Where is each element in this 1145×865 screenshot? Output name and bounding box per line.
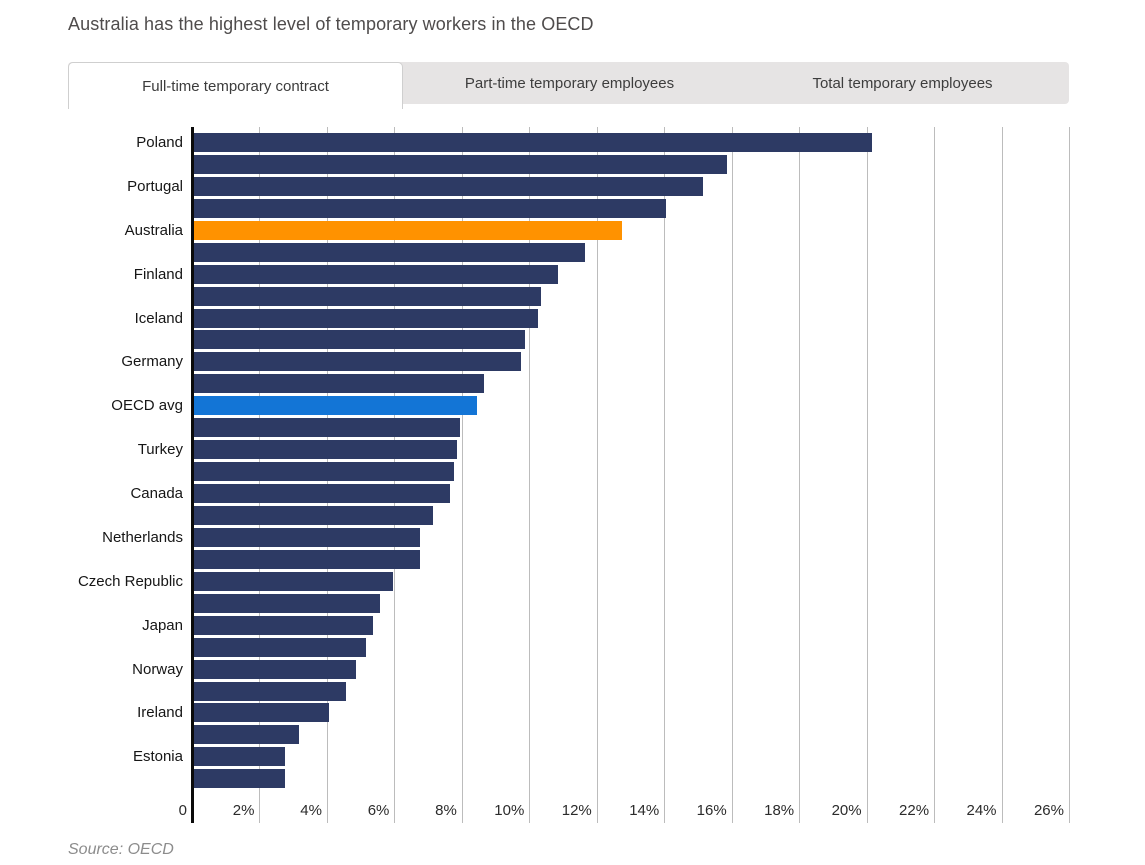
plot-area — [193, 127, 1070, 823]
country-label: Portugal — [127, 177, 183, 195]
country-label: Canada — [130, 485, 183, 503]
bar-turkey[interactable] — [194, 440, 458, 460]
bar-unlabeled-28[interactable] — [194, 725, 299, 745]
bar-canada[interactable] — [194, 484, 451, 504]
bar-unlabeled-16[interactable] — [194, 462, 454, 482]
bar-australia[interactable] — [194, 220, 623, 240]
gridline — [664, 127, 666, 823]
gridline — [1001, 127, 1003, 823]
y-axis-labels: Poland Portugal Australia Finland Iceland Ger… — [0, 127, 183, 800]
country-label: OECD avg — [111, 397, 183, 415]
bar-netherlands[interactable] — [194, 527, 420, 547]
bar-unlabeled-24[interactable] — [194, 637, 367, 657]
gridline — [1069, 127, 1070, 823]
tab-label: Part-time temporary employees — [464, 74, 675, 92]
bar-iceland[interactable] — [194, 308, 539, 328]
bar-oecd-avg[interactable] — [194, 396, 478, 416]
bar-unlabeled-6[interactable] — [194, 242, 586, 262]
tab-label: Total temporary employees — [812, 74, 993, 92]
country-label: Ireland — [137, 704, 183, 722]
bar-unlabeled-20[interactable] — [194, 549, 420, 569]
bar-unlabeled-14[interactable] — [194, 418, 461, 438]
x-tick-label: 12% — [561, 802, 592, 819]
gridline — [529, 127, 531, 823]
gridline — [461, 127, 463, 823]
tab-part-time-temporary-employees[interactable]: Part-time temporary employees — [403, 62, 736, 104]
bar-unlabeled-10[interactable] — [194, 330, 525, 350]
bar-estonia[interactable] — [194, 747, 286, 767]
x-axis-labels: 0 2% 4% 6% 8% 10% 12% 14% 16% 18% 20% 22% 24% 26% — [179, 798, 1070, 824]
country-label: Turkey — [137, 441, 183, 459]
x-tick-label: 22% — [899, 802, 930, 819]
x-tick-label: 10% — [494, 802, 525, 819]
bar-unlabeled-26[interactable] — [194, 681, 346, 701]
bar-unlabeled-18[interactable] — [194, 505, 434, 525]
country-label: Germany — [121, 353, 183, 371]
y-axis-line — [191, 127, 194, 823]
country-label: Norway — [132, 660, 183, 678]
tab-label: Full-time temporary contract — [142, 77, 329, 95]
x-tick-label: 4% — [300, 802, 322, 819]
bar-unlabeled-2[interactable] — [194, 154, 727, 174]
gridline — [799, 127, 801, 823]
x-tick-label: 26% — [1033, 802, 1064, 819]
x-tick-label: 8% — [435, 802, 457, 819]
x-tick-label: 24% — [966, 802, 997, 819]
gridline — [596, 127, 598, 823]
source-note: Source: OECD — [68, 841, 174, 858]
x-tick-label: 0 — [178, 802, 187, 819]
x-tick-label: 6% — [367, 802, 390, 819]
bar-unlabeled-12[interactable] — [194, 374, 485, 394]
x-tick-label: 20% — [831, 802, 862, 819]
bar-ireland[interactable] — [194, 703, 329, 723]
bar-norway[interactable] — [194, 659, 356, 679]
country-label: Netherlands — [102, 528, 183, 546]
x-tick-label: 16% — [696, 802, 727, 819]
country-label: Czech Republic — [77, 572, 183, 590]
gridline — [934, 127, 936, 823]
x-tick-label: 14% — [629, 802, 660, 819]
bar-germany[interactable] — [194, 352, 522, 372]
x-tick-label: 18% — [764, 802, 795, 819]
country-label: Estonia — [132, 748, 183, 766]
bar-portugal[interactable] — [194, 176, 704, 196]
country-label: Japan — [142, 616, 183, 634]
bar-poland[interactable] — [194, 133, 872, 152]
country-label: Australia — [124, 221, 183, 239]
country-label: Poland — [136, 134, 183, 151]
tab-bar: Full-time temporary contract Part-time t… — [68, 62, 1069, 109]
x-tick-label: 2% — [232, 802, 255, 819]
bar-unlabeled-22[interactable] — [194, 593, 380, 613]
bar-finland[interactable] — [194, 264, 559, 284]
country-label: Finland — [133, 265, 183, 283]
bar-unlabeled-4[interactable] — [194, 198, 667, 218]
bar-unlabeled-30[interactable] — [194, 769, 286, 789]
chart-title: Australia has the highest level of tempo… — [68, 14, 594, 34]
gridline — [731, 127, 733, 823]
tab-full-time-temporary-contract[interactable]: Full-time temporary contract — [68, 62, 403, 109]
bar-unlabeled-8[interactable] — [194, 286, 542, 306]
tab-total-temporary-employees[interactable]: Total temporary employees — [736, 62, 1069, 104]
bar-chart: Poland Portugal Australia Finland Iceland Ger… — [0, 127, 1145, 827]
bar-czech-republic[interactable] — [194, 571, 393, 591]
gridline — [866, 127, 868, 823]
country-label: Iceland — [134, 309, 183, 327]
bar-japan[interactable] — [194, 615, 373, 635]
